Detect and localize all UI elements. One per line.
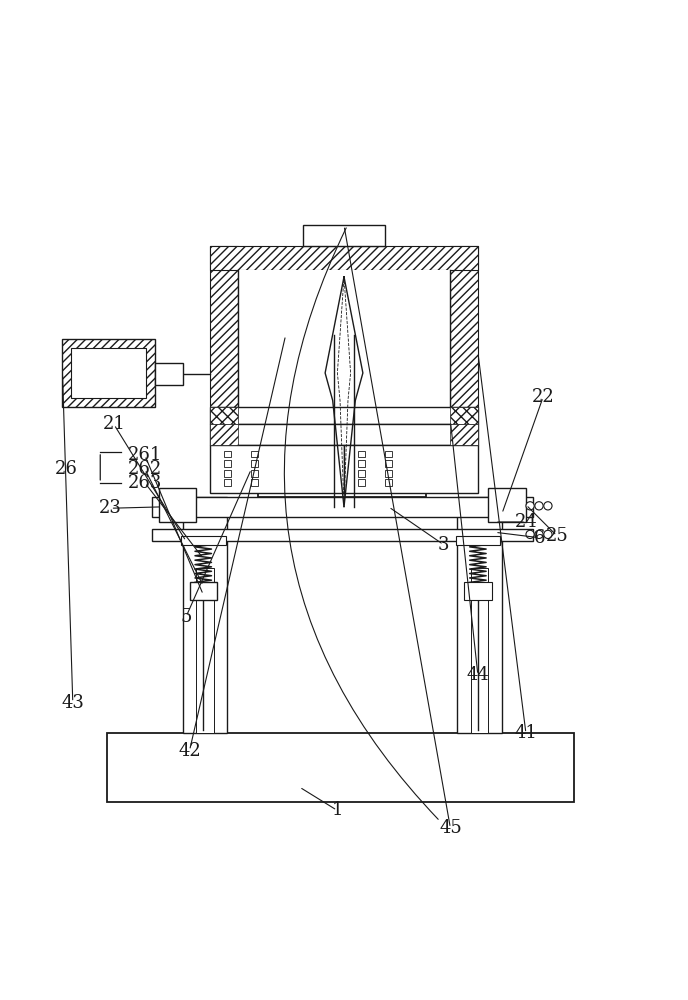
Bar [251, 460, 258, 467]
Bar [451, 246, 478, 407]
Bar [152, 497, 533, 517]
Bar [210, 445, 344, 493]
Bar [224, 470, 230, 477]
Bar [237, 270, 451, 407]
Text: 43: 43 [61, 694, 84, 712]
Text: 21: 21 [103, 415, 125, 433]
Circle shape [535, 530, 543, 539]
Text: 262: 262 [128, 460, 162, 478]
Circle shape [544, 530, 552, 539]
Bar [210, 246, 237, 407]
Bar [189, 582, 217, 600]
Bar [358, 451, 365, 457]
Text: 22: 22 [532, 388, 555, 406]
Bar [224, 451, 230, 457]
Bar [181, 536, 226, 545]
Bar [358, 479, 365, 486]
Bar [358, 460, 365, 467]
Bar [251, 479, 258, 486]
Bar [464, 582, 492, 600]
Bar [251, 470, 258, 477]
Text: 25: 25 [546, 527, 568, 545]
Text: 6: 6 [534, 529, 546, 547]
Bar [72, 348, 147, 398]
Circle shape [535, 502, 543, 510]
Bar [63, 339, 155, 407]
Text: 45: 45 [439, 819, 462, 837]
Text: 26: 26 [54, 460, 77, 478]
Bar [385, 470, 392, 477]
Text: 263: 263 [128, 474, 162, 492]
Text: 23: 23 [99, 499, 122, 517]
Text: 42: 42 [178, 742, 201, 760]
Text: 41: 41 [515, 724, 537, 742]
Bar [196, 568, 213, 733]
Bar [155, 363, 182, 385]
Bar [107, 733, 574, 802]
Bar [451, 424, 478, 445]
Bar [210, 424, 237, 445]
Bar [303, 225, 385, 246]
Bar [251, 451, 258, 457]
Text: 261: 261 [128, 446, 162, 464]
Bar [210, 407, 237, 424]
Bar [224, 479, 230, 486]
Bar [210, 246, 478, 270]
Bar [358, 470, 365, 477]
Bar [258, 455, 427, 497]
Bar [210, 407, 478, 424]
Bar [471, 568, 488, 733]
Bar [385, 479, 392, 486]
Bar [152, 529, 533, 541]
Text: 44: 44 [466, 666, 489, 684]
Bar [385, 451, 392, 457]
Bar [344, 445, 478, 493]
Bar [224, 460, 230, 467]
Bar [455, 536, 500, 545]
Bar [182, 497, 227, 733]
Bar [159, 488, 196, 522]
Text: 3: 3 [438, 536, 449, 554]
Bar [385, 460, 392, 467]
Circle shape [544, 502, 552, 510]
Circle shape [526, 502, 534, 510]
Text: 24: 24 [515, 513, 537, 531]
Bar [451, 407, 478, 424]
Circle shape [526, 530, 534, 539]
Bar [458, 497, 502, 733]
Text: 5: 5 [180, 608, 192, 626]
Bar [210, 424, 478, 445]
Text: 1: 1 [332, 801, 343, 819]
Bar [488, 488, 526, 522]
Bar [313, 335, 374, 455]
